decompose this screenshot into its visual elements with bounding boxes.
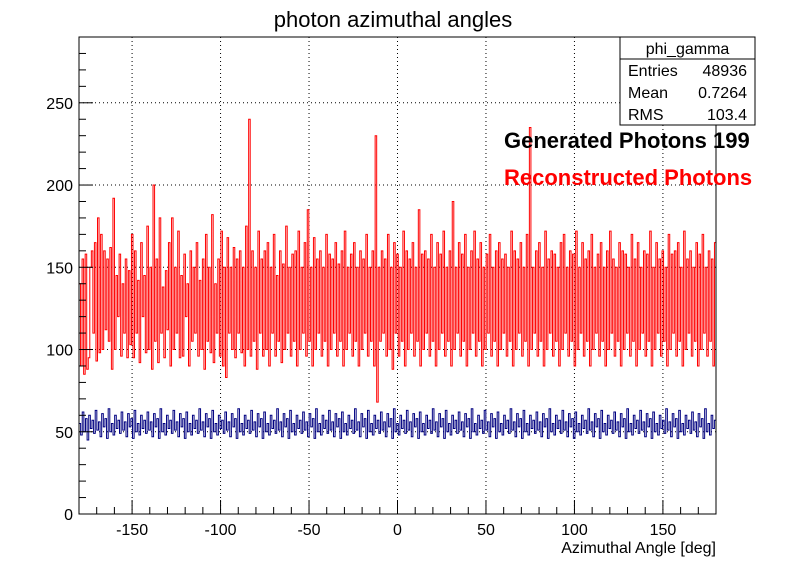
x-tick-label: -150 (116, 522, 148, 539)
legend-reconstructed-photons: Reconstructed Photons (504, 165, 752, 190)
stats-box-name: phi_gamma (646, 41, 730, 58)
x-axis-title: Azimuthal Angle [deg] (561, 540, 716, 557)
x-tick-label: -50 (297, 522, 320, 539)
generated-photons-histogram (79, 408, 716, 441)
reconstructed-photons-histogram (79, 118, 716, 403)
x-tick-label: 150 (650, 522, 677, 539)
stats-box: phi_gamma Entries 48936 Mean 0.7264 RMS … (619, 36, 756, 126)
y-tick-label: 250 (46, 96, 73, 113)
y-tick-label: 200 (46, 178, 73, 195)
stats-rms-value: 103.4 (707, 107, 747, 124)
stats-box-frame (619, 36, 756, 126)
x-tick-label: 100 (561, 522, 588, 539)
stats-entries-value: 48936 (703, 63, 748, 80)
axes: -150 -100 -50 0 50 100 150 0 50 100 150 200 250 (46, 36, 717, 539)
stats-entries-label: Entries (628, 63, 678, 80)
stats-mean-value: 0.7264 (698, 85, 747, 102)
x-tick-label: 50 (477, 522, 495, 539)
y-tick-label: 150 (46, 260, 73, 277)
series-layer (79, 118, 716, 441)
x-tick-label: 0 (393, 522, 402, 539)
stats-mean-label: Mean (628, 85, 668, 102)
y-tick-label: 0 (64, 507, 73, 524)
y-tick-label: 100 (46, 343, 73, 360)
y-tick-label: 50 (55, 425, 73, 442)
stats-rms-label: RMS (628, 107, 664, 124)
x-tick-label: -100 (205, 522, 237, 539)
chart-title: photon azimuthal angles (274, 7, 513, 32)
legend-generated-photons: Generated Photons 199 (504, 128, 750, 153)
